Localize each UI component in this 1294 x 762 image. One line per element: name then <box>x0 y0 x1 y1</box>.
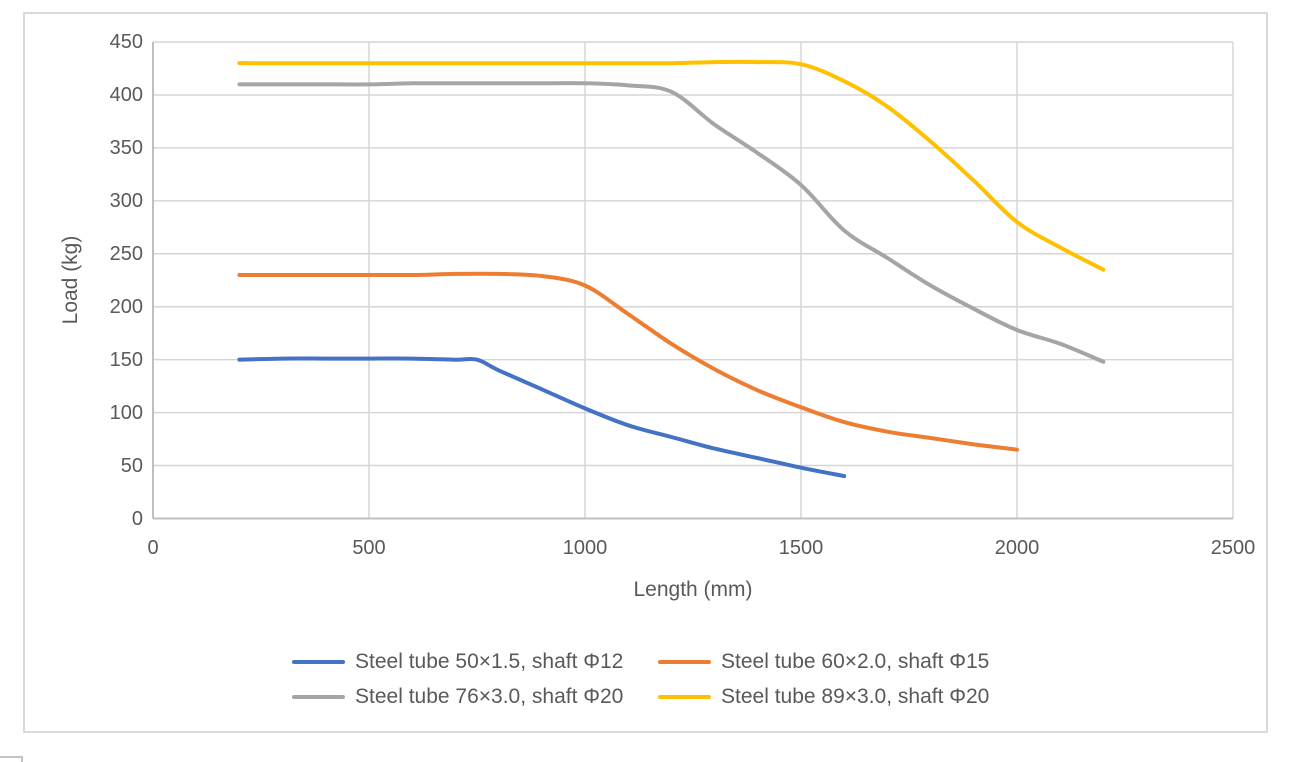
chart-frame[interactable] <box>23 12 1268 733</box>
y-axis-tick-label: 250 <box>109 242 143 265</box>
y-axis-title: Load (kg) <box>59 235 82 325</box>
y-axis-tick-label: 50 <box>120 454 143 477</box>
legend-label: Steel tube 89×3.0, shaft Φ20 <box>721 685 990 708</box>
series-line[interactable] <box>237 59 1106 272</box>
x-axis-tick-label: 0 <box>147 537 159 559</box>
legend-label: Steel tube 50×1.5, shaft Φ12 <box>355 650 624 673</box>
series-line[interactable] <box>237 356 847 479</box>
y-axis-tick-label: 0 <box>131 507 143 530</box>
cell-corner-mark <box>0 756 23 762</box>
y-axis-tick-label: 200 <box>109 295 143 318</box>
x-axis-tick-label: 2500 <box>1210 537 1256 559</box>
x-axis-tick-label: 500 <box>352 537 386 559</box>
y-axis-tick-label: 350 <box>109 136 143 159</box>
x-axis-tick-label: 2000 <box>994 537 1040 559</box>
series-line[interactable] <box>237 271 1019 452</box>
x-axis-title: Length (mm) <box>633 578 753 601</box>
legend-label: Steel tube 60×2.0, shaft Φ15 <box>721 650 990 673</box>
x-axis-tick-label: 1000 <box>562 537 608 559</box>
y-axis-tick-label: 400 <box>109 83 143 106</box>
legend-swatch-line <box>658 695 711 699</box>
series-line[interactable] <box>237 81 1106 364</box>
legend-label: Steel tube 76×3.0, shaft Φ20 <box>355 685 624 708</box>
x-axis-tick-label: 1500 <box>778 537 824 559</box>
legend-swatch-line <box>292 695 345 699</box>
legend-swatch-line <box>292 660 345 664</box>
y-axis-tick-label: 450 <box>109 31 143 53</box>
y-axis-tick-label: 150 <box>109 348 143 371</box>
y-axis-tick-label: 300 <box>109 189 143 212</box>
y-axis-tick-label: 100 <box>109 401 143 424</box>
legend-swatch-line <box>658 660 711 664</box>
